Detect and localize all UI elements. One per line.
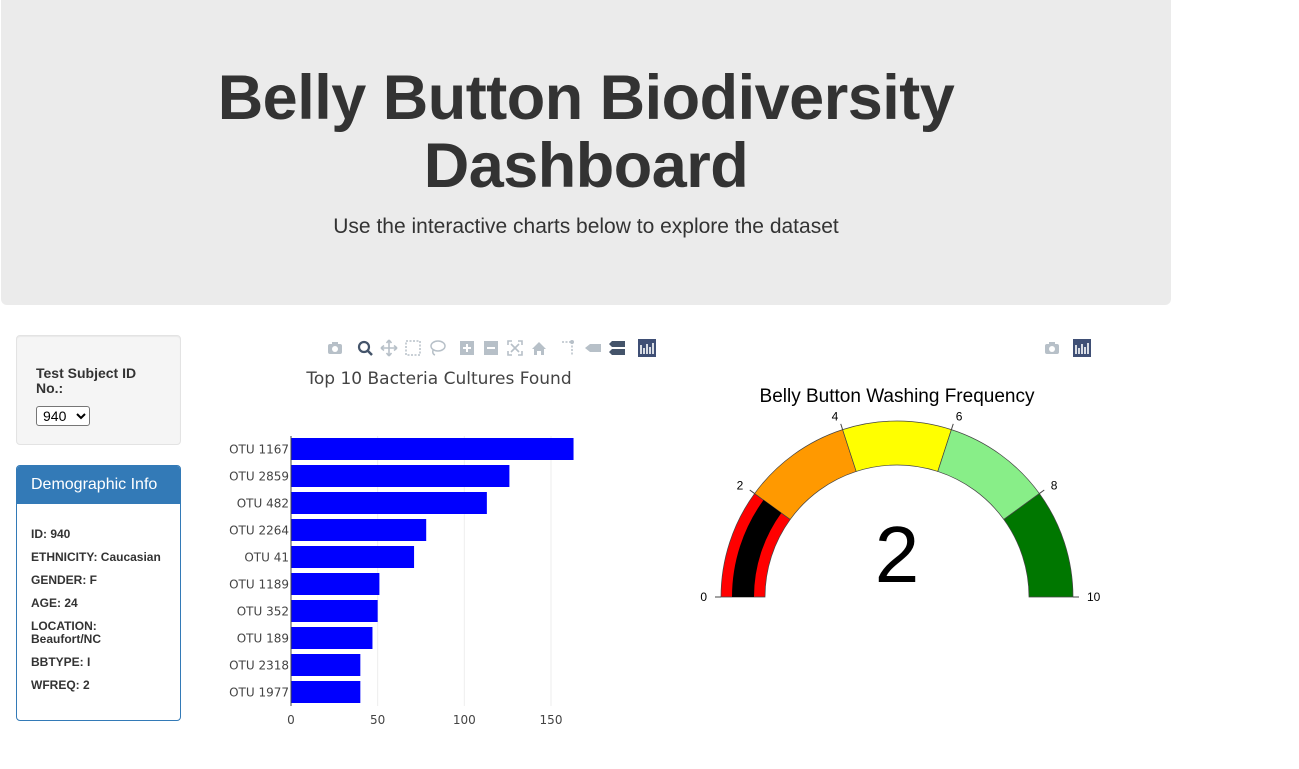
demographic-panel: Demographic Info ID: 940 ETHNICITY: Cauca…	[16, 465, 181, 721]
y-tick-label: OTU 352	[237, 605, 289, 619]
y-tick-label: OTU 1189	[229, 578, 289, 592]
header-jumbotron: Belly Button Biodiversity Dashboard Use …	[1, 0, 1171, 305]
demographic-row: GENDER: F	[31, 573, 97, 587]
pan-icon[interactable]	[379, 338, 398, 357]
demographic-row: WFREQ: 2	[31, 678, 90, 692]
gauge-step	[842, 420, 952, 472]
zoom-in-icon[interactable]	[457, 338, 476, 357]
bar	[291, 654, 361, 676]
y-tick-label: OTU 2859	[229, 470, 289, 484]
y-tick-label: OTU 189	[237, 632, 289, 646]
bar-chart[interactable]: Top 10 Bacteria Cultures Found 0 50 100 150 O…	[190, 360, 590, 730]
gauge-value-bar	[732, 500, 782, 597]
subject-id-label: Test Subject ID No.:	[36, 365, 137, 396]
gauge-tick	[840, 423, 844, 430]
x-tick-label: 0	[287, 713, 295, 727]
box-select-icon[interactable]	[403, 338, 422, 357]
gauge-chart-modebar	[1042, 338, 1091, 357]
y-tick-label: OTU 1167	[229, 443, 289, 457]
y-tick-label: OTU 41	[244, 551, 289, 565]
gauge-tick-label: 10	[1087, 590, 1101, 604]
y-tick-label: OTU 2318	[229, 659, 289, 673]
bar	[291, 627, 373, 649]
lasso-select-icon[interactable]	[427, 338, 446, 357]
gauge-tick	[1039, 489, 1045, 494]
bar	[291, 681, 361, 703]
autoscale-icon[interactable]	[505, 338, 524, 357]
bar-chart-modebar	[325, 338, 656, 357]
y-tick-label: OTU 2264	[229, 524, 289, 538]
camera-icon[interactable]	[1042, 338, 1061, 357]
gauge-tick	[950, 423, 954, 430]
demographic-panel-body: ID: 940 ETHNICITY: Caucasian GENDER: F AGE:…	[17, 504, 180, 692]
gauge-tick-label: 4	[832, 409, 839, 423]
zoom-out-icon[interactable]	[481, 338, 500, 357]
reset-axes-icon[interactable]	[529, 338, 548, 357]
bar	[291, 573, 380, 595]
gauge-tick-label: 6	[956, 409, 963, 423]
bar	[291, 492, 487, 514]
subject-id-select[interactable]: 940	[36, 406, 90, 426]
demographic-row: AGE: 24	[31, 596, 78, 610]
demographic-panel-heading: Demographic Info	[17, 466, 180, 504]
gauge-tick-label: 2	[737, 478, 744, 492]
bar-chart-title: Top 10 Bacteria Cultures Found	[305, 369, 571, 389]
bar	[291, 600, 378, 622]
gauge-tick-label: 0	[700, 590, 707, 604]
x-tick-label: 50	[370, 713, 385, 727]
spike-lines-icon[interactable]	[559, 338, 578, 357]
gauge-chart[interactable]: Belly Button Washing Frequency 0 2 4 6 8 10 2	[690, 370, 1110, 620]
gauge-tick-label: 8	[1051, 478, 1058, 492]
x-tick-label: 150	[540, 713, 563, 727]
bar	[291, 546, 415, 568]
hover-closest-icon[interactable]	[583, 338, 602, 357]
subject-selector-panel: Test Subject ID No.: 940	[16, 335, 181, 445]
demographic-row: ETHNICITY: Caucasian	[31, 550, 161, 564]
demographic-row: LOCATION: Beaufort/NC	[31, 619, 102, 646]
zoom-icon[interactable]	[355, 338, 374, 357]
plotly-logo-icon[interactable]	[637, 338, 656, 357]
plotly-logo-icon[interactable]	[1072, 338, 1091, 357]
gauge-title: Belly Button Washing Frequency	[760, 386, 1035, 407]
gauge-value-label: 2	[875, 510, 920, 599]
bar	[291, 519, 427, 541]
y-tick-label: OTU 482	[237, 497, 289, 511]
y-tick-label: OTU 1977	[229, 686, 289, 700]
page-title: Belly Button Biodiversity Dashboard	[217, 63, 955, 201]
bar	[291, 438, 574, 460]
gauge-tick	[749, 489, 755, 494]
demographic-row: ID: 940	[31, 527, 71, 541]
camera-icon[interactable]	[325, 338, 344, 357]
x-tick-label: 100	[453, 713, 476, 727]
hover-compare-icon[interactable]	[607, 338, 626, 357]
demographic-row: BBTYPE: I	[31, 655, 91, 669]
bar	[291, 465, 510, 487]
page-subtitle: Use the interactive charts below to expl…	[333, 215, 839, 238]
